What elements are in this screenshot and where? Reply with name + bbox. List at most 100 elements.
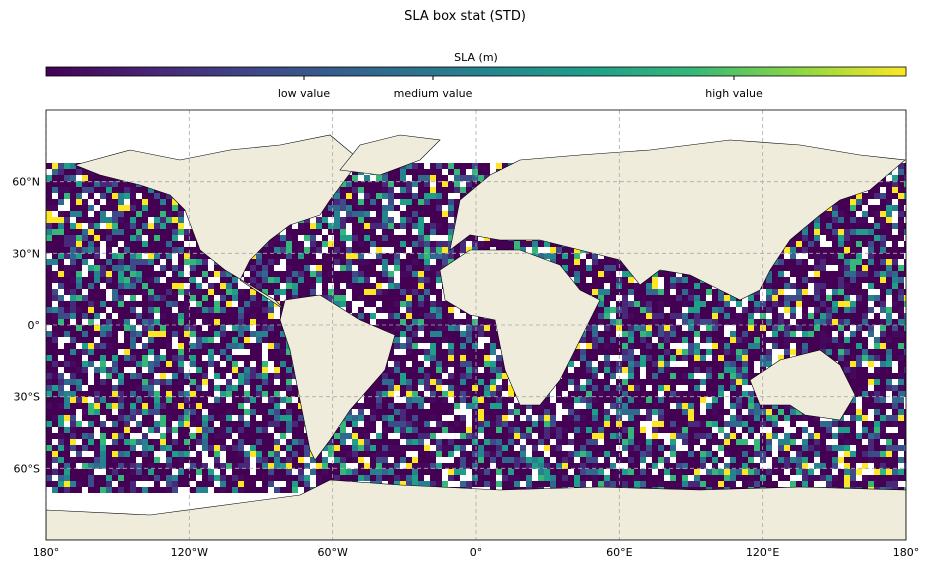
sla-cell	[646, 391, 652, 397]
sla-cell	[778, 277, 784, 283]
sla-cell	[100, 331, 106, 337]
sla-cell	[838, 271, 844, 277]
sla-cell	[256, 265, 262, 271]
sla-cell	[418, 349, 424, 355]
sla-cell	[46, 181, 52, 187]
sla-cell	[418, 295, 424, 301]
sla-cell	[178, 271, 184, 277]
sla-cell	[160, 235, 166, 241]
sla-cell	[610, 397, 616, 403]
sla-cell	[832, 295, 838, 301]
sla-cell	[400, 379, 406, 385]
sla-cell	[682, 331, 688, 337]
sla-cell	[694, 379, 700, 385]
sla-cell	[154, 361, 160, 367]
sla-cell	[634, 355, 640, 361]
sla-cell	[430, 397, 436, 403]
sla-cell	[838, 223, 844, 229]
sla-cell	[232, 325, 238, 331]
sla-cell	[160, 337, 166, 343]
sla-cell	[832, 289, 838, 295]
sla-cell	[106, 367, 112, 373]
sla-cell	[262, 319, 268, 325]
sla-cell	[598, 337, 604, 343]
sla-cell	[142, 295, 148, 301]
sla-cell	[94, 379, 100, 385]
sla-cell	[766, 289, 772, 295]
sla-cell	[94, 229, 100, 235]
sla-cell	[466, 175, 472, 181]
sla-cell	[262, 265, 268, 271]
sla-cell	[856, 349, 862, 355]
sla-cell	[76, 373, 82, 379]
sla-cell	[610, 331, 616, 337]
sla-cell	[700, 295, 706, 301]
sla-cell	[850, 241, 856, 247]
sla-cell	[448, 253, 454, 259]
sla-cell	[448, 301, 454, 307]
sla-cell	[658, 349, 664, 355]
sla-cell	[370, 205, 376, 211]
sla-cell	[94, 313, 100, 319]
sla-cell	[652, 367, 658, 373]
sla-cell	[52, 169, 58, 175]
sla-cell	[400, 283, 406, 289]
sla-cell	[880, 367, 886, 373]
sla-cell	[460, 343, 466, 349]
sla-cell	[436, 229, 442, 235]
sla-cell	[262, 247, 268, 253]
sla-cell	[778, 265, 784, 271]
sla-cell	[46, 223, 52, 229]
sla-cell	[658, 343, 664, 349]
sla-cell	[172, 349, 178, 355]
sla-cell	[382, 385, 388, 391]
sla-cell	[856, 247, 862, 253]
sla-cell	[688, 301, 694, 307]
sla-cell	[154, 211, 160, 217]
sla-cell	[430, 331, 436, 337]
sla-cell	[682, 349, 688, 355]
sla-cell	[892, 175, 898, 181]
sla-cell	[274, 241, 280, 247]
sla-cell	[682, 379, 688, 385]
sla-cell	[898, 211, 904, 217]
sla-cell	[838, 265, 844, 271]
sla-cell	[424, 385, 430, 391]
sla-cell	[88, 385, 94, 391]
sla-cell	[466, 331, 472, 337]
sla-cell	[850, 277, 856, 283]
sla-cell	[178, 361, 184, 367]
sla-cell	[826, 307, 832, 313]
sla-cell	[820, 289, 826, 295]
sla-cell	[604, 367, 610, 373]
sla-cell	[544, 397, 550, 403]
sla-cell	[148, 241, 154, 247]
sla-cell	[670, 271, 676, 277]
sla-cell	[58, 391, 64, 397]
sla-cell	[106, 283, 112, 289]
sla-cell	[412, 301, 418, 307]
sla-cell	[670, 325, 676, 331]
sla-cell	[820, 211, 826, 217]
sla-cell	[454, 163, 460, 169]
sla-cell	[754, 307, 760, 313]
sla-cell	[424, 253, 430, 259]
sla-cell	[406, 169, 412, 175]
sla-cell	[592, 253, 598, 259]
sla-cell	[274, 385, 280, 391]
sla-cell	[562, 385, 568, 391]
sla-cell	[154, 307, 160, 313]
sla-cell	[52, 259, 58, 265]
sla-cell	[796, 349, 802, 355]
sla-cell	[670, 379, 676, 385]
sla-cell	[454, 205, 460, 211]
sla-cell	[358, 181, 364, 187]
sla-cell	[118, 307, 124, 313]
sla-cell	[46, 373, 52, 379]
sla-cell	[634, 343, 640, 349]
sla-cell	[196, 295, 202, 301]
sla-cell	[784, 331, 790, 337]
sla-cell	[436, 331, 442, 337]
sla-cell	[586, 331, 592, 337]
sla-cell	[250, 343, 256, 349]
